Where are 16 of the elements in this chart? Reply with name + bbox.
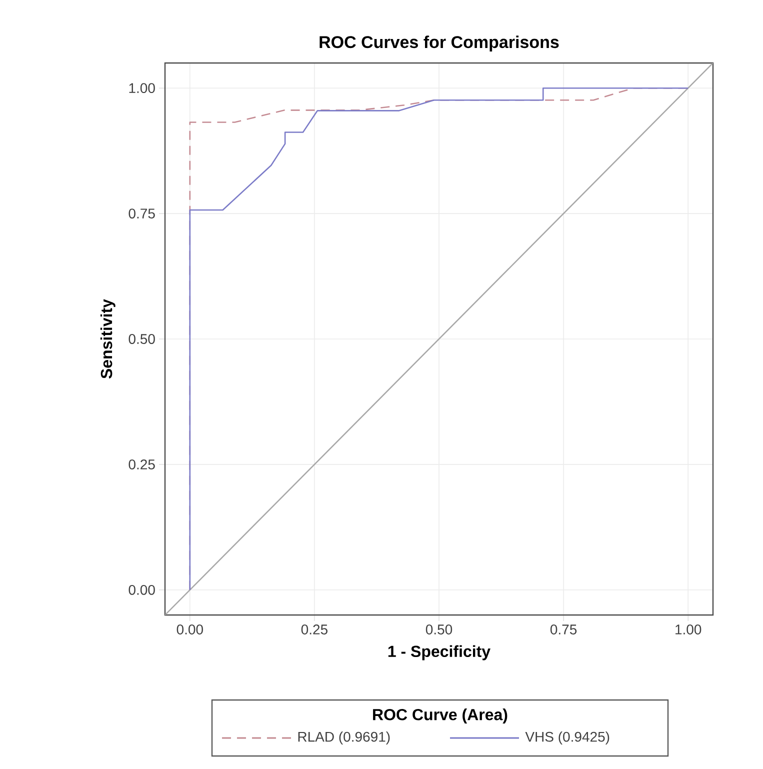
y-tick-label: 0.75 <box>128 208 155 219</box>
y-tick-label: 0.25 <box>128 459 155 470</box>
x-axis-title: 1 - Specificity <box>388 645 490 660</box>
chart-title: ROC Curves for Comparisons <box>320 36 559 52</box>
x-tick-label: 0.25 <box>301 624 328 634</box>
y-tick-label: 0.00 <box>128 584 155 595</box>
legend-title: ROC Curve (Area) <box>373 708 508 724</box>
y-tick-label: 0.50 <box>128 334 155 344</box>
x-tick-label: 0.00 <box>176 624 203 634</box>
x-tick-label: 1.00 <box>676 624 702 634</box>
x-tick-label: 0.50 <box>426 624 452 634</box>
legend-label: RLAD (0.9691) <box>298 731 390 745</box>
y-tick-label: 1.00 <box>129 83 155 94</box>
y-axis-title: Sensitivity <box>100 299 116 379</box>
x-tick-label: 0.75 <box>550 624 577 634</box>
legend-label: VHS (0.9425) <box>525 731 610 745</box>
